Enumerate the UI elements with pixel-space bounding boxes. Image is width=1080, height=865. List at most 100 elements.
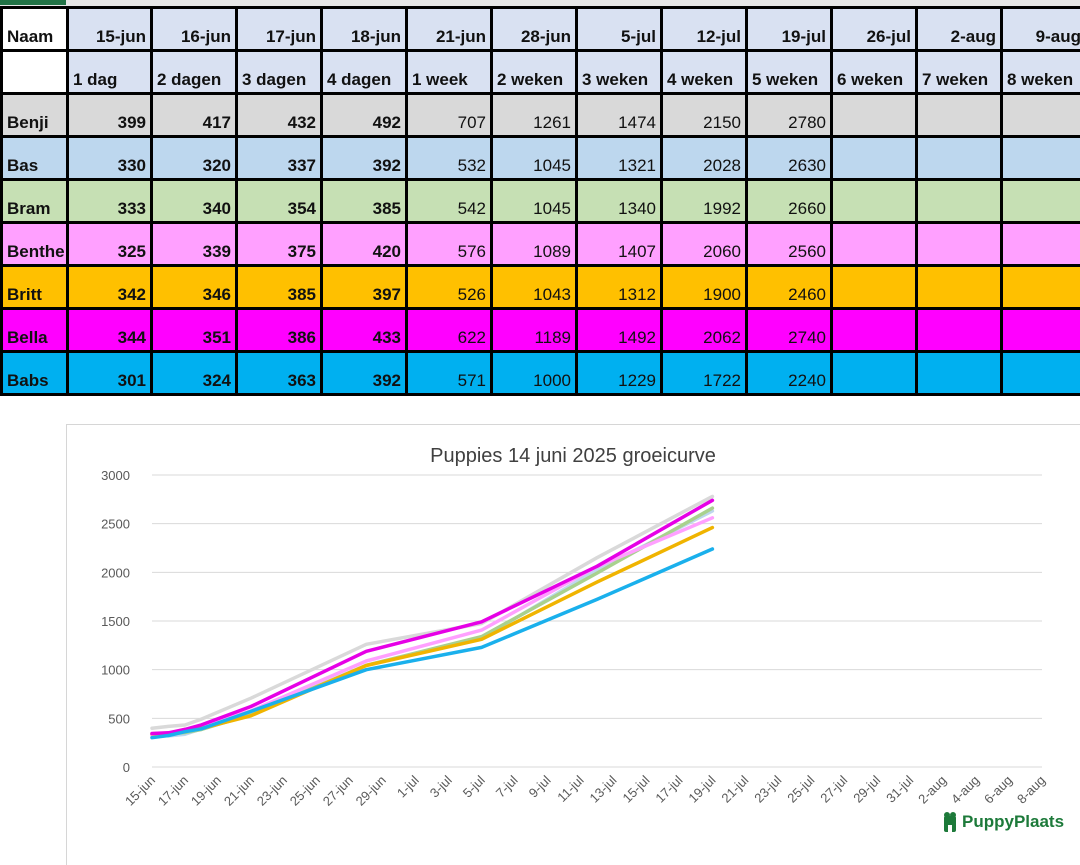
weight-cell[interactable]: 571 bbox=[407, 352, 492, 395]
header-age-cell[interactable]: 2 dagen bbox=[152, 51, 237, 94]
weight-cell[interactable]: 344 bbox=[68, 309, 152, 352]
weight-cell[interactable]: 1229 bbox=[577, 352, 662, 395]
header-age-cell[interactable]: 3 weken bbox=[577, 51, 662, 94]
weight-cell[interactable]: 622 bbox=[407, 309, 492, 352]
puppy-name-cell[interactable]: Babs bbox=[2, 352, 68, 395]
puppy-name-cell[interactable]: Bram bbox=[2, 180, 68, 223]
weight-cell[interactable]: 385 bbox=[237, 266, 322, 309]
weight-cell[interactable]: 333 bbox=[68, 180, 152, 223]
header-date-cell[interactable]: 12-jul bbox=[662, 8, 747, 51]
header-empty-cell[interactable] bbox=[2, 51, 68, 94]
weight-cell[interactable] bbox=[917, 94, 1002, 137]
weight-cell[interactable]: 1189 bbox=[492, 309, 577, 352]
weight-cell[interactable] bbox=[917, 180, 1002, 223]
header-age-cell[interactable]: 6 weken bbox=[832, 51, 917, 94]
weight-cell[interactable] bbox=[1002, 352, 1080, 395]
weight-cell[interactable]: 1045 bbox=[492, 180, 577, 223]
weight-cell[interactable]: 385 bbox=[322, 180, 407, 223]
weight-cell[interactable] bbox=[832, 352, 917, 395]
weight-cell[interactable] bbox=[832, 137, 917, 180]
header-age-cell[interactable]: 3 dagen bbox=[237, 51, 322, 94]
weight-cell[interactable]: 2240 bbox=[747, 352, 832, 395]
header-age-cell[interactable]: 5 weken bbox=[747, 51, 832, 94]
weight-cell[interactable]: 1089 bbox=[492, 223, 577, 266]
weight-cell[interactable]: 432 bbox=[237, 94, 322, 137]
header-naam[interactable]: Naam bbox=[2, 8, 68, 51]
weight-cell[interactable]: 2780 bbox=[747, 94, 832, 137]
weight-cell[interactable]: 1312 bbox=[577, 266, 662, 309]
weight-cell[interactable]: 386 bbox=[237, 309, 322, 352]
header-age-cell[interactable]: 8 weken bbox=[1002, 51, 1080, 94]
puppy-name-cell[interactable]: Britt bbox=[2, 266, 68, 309]
weight-cell[interactable]: 330 bbox=[68, 137, 152, 180]
weight-cell[interactable]: 1045 bbox=[492, 137, 577, 180]
puppy-name-cell[interactable]: Benthe bbox=[2, 223, 68, 266]
weight-cell[interactable] bbox=[832, 180, 917, 223]
header-date-cell[interactable]: 9-aug bbox=[1002, 8, 1080, 51]
weight-cell[interactable]: 325 bbox=[68, 223, 152, 266]
weight-cell[interactable]: 1722 bbox=[662, 352, 747, 395]
header-date-cell[interactable]: 5-jul bbox=[577, 8, 662, 51]
header-age-cell[interactable]: 2 weken bbox=[492, 51, 577, 94]
weight-cell[interactable]: 576 bbox=[407, 223, 492, 266]
header-age-cell[interactable]: 4 dagen bbox=[322, 51, 407, 94]
weight-cell[interactable]: 1043 bbox=[492, 266, 577, 309]
weight-cell[interactable]: 1000 bbox=[492, 352, 577, 395]
puppy-name-cell[interactable]: Bas bbox=[2, 137, 68, 180]
weight-cell[interactable] bbox=[917, 266, 1002, 309]
weight-cell[interactable]: 1407 bbox=[577, 223, 662, 266]
header-age-cell[interactable]: 4 weken bbox=[662, 51, 747, 94]
weight-cell[interactable]: 339 bbox=[152, 223, 237, 266]
weight-cell[interactable]: 363 bbox=[237, 352, 322, 395]
weight-cell[interactable] bbox=[917, 223, 1002, 266]
weight-cell[interactable] bbox=[1002, 94, 1080, 137]
weight-cell[interactable]: 1492 bbox=[577, 309, 662, 352]
puppy-name-cell[interactable]: Benji bbox=[2, 94, 68, 137]
weight-cell[interactable]: 340 bbox=[152, 180, 237, 223]
header-date-cell[interactable]: 17-jun bbox=[237, 8, 322, 51]
weight-cell[interactable]: 392 bbox=[322, 352, 407, 395]
weight-cell[interactable]: 542 bbox=[407, 180, 492, 223]
weight-cell[interactable]: 392 bbox=[322, 137, 407, 180]
weight-cell[interactable]: 2740 bbox=[747, 309, 832, 352]
header-age-cell[interactable]: 1 dag bbox=[68, 51, 152, 94]
weight-cell[interactable] bbox=[832, 266, 917, 309]
weight-cell[interactable]: 1900 bbox=[662, 266, 747, 309]
weight-cell[interactable]: 337 bbox=[237, 137, 322, 180]
weight-cell[interactable]: 354 bbox=[237, 180, 322, 223]
weight-cell[interactable]: 417 bbox=[152, 94, 237, 137]
weight-cell[interactable]: 526 bbox=[407, 266, 492, 309]
weight-cell[interactable] bbox=[1002, 309, 1080, 352]
weight-cell[interactable]: 2060 bbox=[662, 223, 747, 266]
weight-cell[interactable]: 532 bbox=[407, 137, 492, 180]
weight-cell[interactable]: 1340 bbox=[577, 180, 662, 223]
weight-cell[interactable] bbox=[1002, 137, 1080, 180]
weight-cell[interactable]: 707 bbox=[407, 94, 492, 137]
weight-cell[interactable] bbox=[917, 137, 1002, 180]
weight-cell[interactable]: 2062 bbox=[662, 309, 747, 352]
weight-cell[interactable] bbox=[917, 309, 1002, 352]
weight-cell[interactable]: 346 bbox=[152, 266, 237, 309]
weight-cell[interactable]: 1992 bbox=[662, 180, 747, 223]
weight-cell[interactable]: 375 bbox=[237, 223, 322, 266]
header-date-cell[interactable]: 28-jun bbox=[492, 8, 577, 51]
header-date-cell[interactable]: 2-aug bbox=[917, 8, 1002, 51]
weight-cell[interactable]: 351 bbox=[152, 309, 237, 352]
weight-cell[interactable]: 2028 bbox=[662, 137, 747, 180]
weight-cell[interactable]: 2560 bbox=[747, 223, 832, 266]
weight-cell[interactable]: 324 bbox=[152, 352, 237, 395]
weight-cell[interactable]: 1321 bbox=[577, 137, 662, 180]
weight-cell[interactable]: 301 bbox=[68, 352, 152, 395]
weight-cell[interactable]: 2660 bbox=[747, 180, 832, 223]
weight-cell[interactable]: 1261 bbox=[492, 94, 577, 137]
header-age-cell[interactable]: 7 weken bbox=[917, 51, 1002, 94]
header-date-cell[interactable]: 18-jun bbox=[322, 8, 407, 51]
header-date-cell[interactable]: 21-jun bbox=[407, 8, 492, 51]
weight-cell[interactable]: 2150 bbox=[662, 94, 747, 137]
header-date-cell[interactable]: 19-jul bbox=[747, 8, 832, 51]
header-age-cell[interactable]: 1 week bbox=[407, 51, 492, 94]
weight-cell[interactable] bbox=[1002, 266, 1080, 309]
header-date-cell[interactable]: 16-jun bbox=[152, 8, 237, 51]
weight-cell[interactable] bbox=[1002, 223, 1080, 266]
